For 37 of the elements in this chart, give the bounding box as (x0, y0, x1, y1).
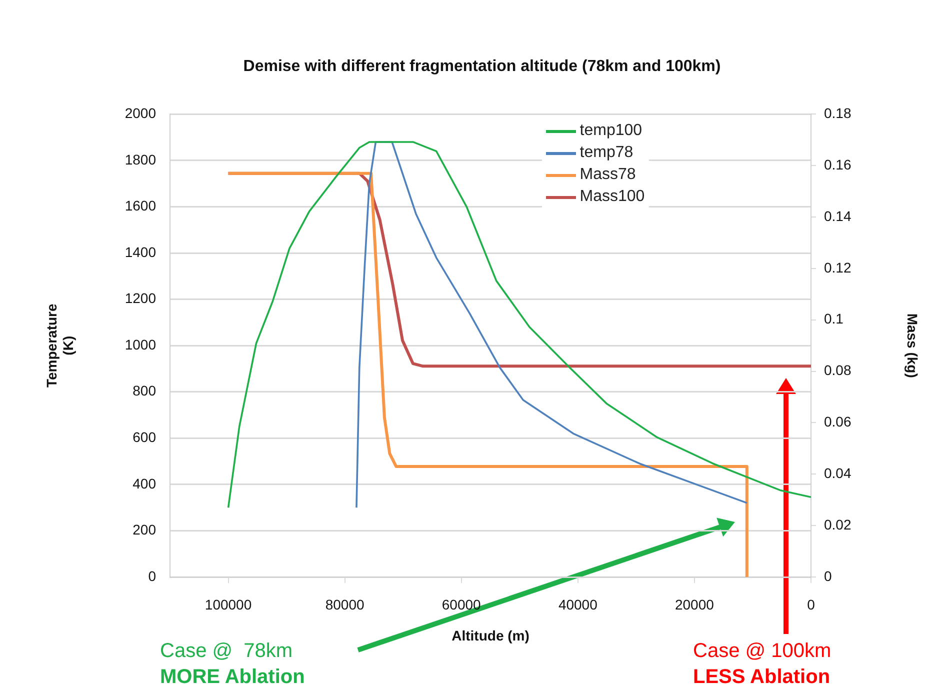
y-tick-label: 600 (132, 429, 156, 446)
text: Case @ 78km MORE Ablation (160, 639, 305, 690)
y-tick-label: 1200 (124, 290, 156, 306)
legend-label: Mass78 (580, 166, 636, 184)
y2-tick-label: 0.16 (824, 156, 852, 172)
y2-tick-label: 0.02 (824, 516, 852, 532)
x-tick-label: 100000 (204, 596, 252, 612)
x-axis-title: Altitude (m) (452, 627, 530, 644)
y-tick-label: 1400 (124, 244, 156, 260)
y2-tick-label: 0.14 (824, 208, 852, 224)
y2-tick-label: 0 (824, 568, 832, 584)
y-tick-label: 400 (132, 475, 156, 492)
y2-tick-label: 0.08 (824, 362, 852, 378)
legend-label: temp78 (580, 144, 634, 162)
y-tick-label: 1600 (124, 198, 156, 214)
y-tick-label: 0 (148, 568, 156, 584)
legend-label: Mass100 (580, 188, 645, 206)
x-tick-label: 40000 (558, 596, 598, 612)
y-tick-label: 200 (132, 522, 156, 538)
y2-tick-label: 0.12 (824, 259, 852, 276)
x-tick-label: 20000 (674, 596, 714, 612)
y-axis-title: Temperature (K) (43, 304, 76, 388)
legend-label: temp100 (580, 122, 642, 140)
y-tick-label: 800 (132, 382, 156, 399)
y2-tick-label: 0.1 (824, 310, 844, 327)
y2-tick-label: 0.04 (824, 465, 852, 482)
y-tick-label: 1800 (124, 151, 156, 168)
x-tick-label: 80000 (325, 596, 364, 612)
x-tick-label: 60000 (442, 596, 482, 612)
text: Case @ 100km LESS Ablation (693, 639, 832, 690)
y2-tick-label: 0.18 (824, 105, 852, 122)
y2-axis-title: Mass (kg) (904, 313, 921, 378)
chart-title: Demise with different fragmentation altitude (78km and 100km) (243, 58, 721, 76)
x-tick-label: 0 (807, 596, 816, 612)
y2-tick-label: 0.06 (824, 414, 852, 430)
y-tick-label: 1000 (124, 336, 156, 352)
y-tick-label: 2000 (124, 105, 156, 122)
